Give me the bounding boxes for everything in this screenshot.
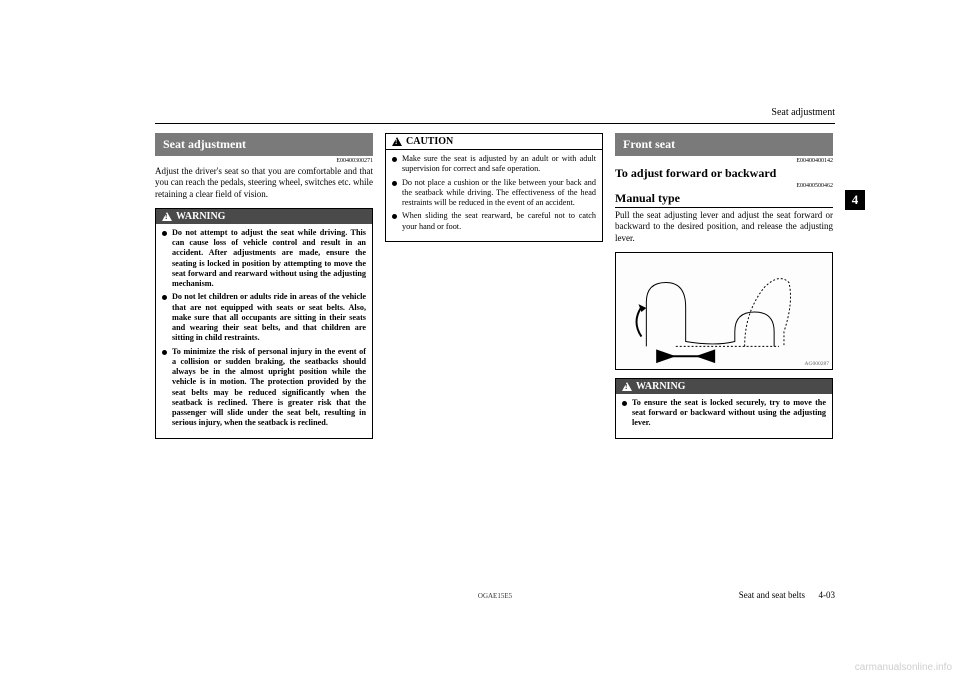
footer-section-label: Seat and seat belts: [739, 590, 805, 600]
caution-label: CAUTION: [406, 136, 453, 147]
warning-item: Do not let children or adults ride in ar…: [162, 292, 366, 343]
columns: Seat adjustment E00400300271 Adjust the …: [155, 133, 835, 445]
caution-item: Do not place a cushion or the like betwe…: [392, 178, 596, 209]
column-2: CAUTION Make sure the seat is adjusted b…: [385, 133, 603, 445]
top-rule: [155, 123, 835, 124]
warning-box-2: WARNING To ensure the seat is locked sec…: [615, 378, 833, 439]
warning-item: To ensure the seat is locked securely, t…: [622, 398, 826, 429]
warning-item: To minimize the risk of personal injury …: [162, 347, 366, 429]
header-topic: Seat adjustment: [771, 107, 835, 118]
caution-box: CAUTION Make sure the seat is adjusted b…: [385, 133, 603, 242]
watermark: carmanualsonline.info: [855, 662, 952, 673]
warning-item: Do not attempt to adjust the seat while …: [162, 228, 366, 290]
code-3a: E00400400142: [615, 158, 833, 164]
heading-manual-type: Manual type: [615, 191, 833, 208]
warning-triangle-icon: [622, 382, 632, 391]
caution-head: CAUTION: [386, 134, 602, 150]
warning-list-2: To ensure the seat is locked securely, t…: [622, 398, 826, 429]
warning-list-1: Do not attempt to adjust the seat while …: [162, 228, 366, 429]
code-1: E00400300271: [155, 158, 373, 164]
footer-page-number: 4-03: [819, 590, 836, 600]
column-3: Front seat E00400400142 To adjust forwar…: [615, 133, 833, 445]
warning-triangle-icon: [162, 212, 172, 221]
warning-box-1: WARNING Do not attempt to adjust the sea…: [155, 208, 373, 439]
code-3b: E00400500462: [615, 183, 833, 189]
warning-head-1: WARNING: [156, 209, 372, 224]
caution-item: Make sure the seat is adjusted by an adu…: [392, 154, 596, 175]
heading-adjust-forward-backward: To adjust forward or backward: [615, 166, 833, 181]
footer-right: Seat and seat belts 4-03: [739, 590, 835, 600]
illustration-code: AG000287: [805, 361, 829, 367]
page-content: Seat adjustment 4 Seat adjustment E00400…: [155, 105, 835, 600]
column-1: Seat adjustment E00400300271 Adjust the …: [155, 133, 373, 445]
warning-head-2: WARNING: [616, 379, 832, 394]
caution-triangle-icon: [392, 137, 402, 146]
warning-label-1: WARNING: [176, 211, 225, 222]
footer-center: OGAE15E5: [478, 592, 512, 600]
seat-svg-icon: [616, 253, 832, 369]
seat-illustration: AG000287: [615, 252, 833, 370]
intro-text: Adjust the driver's seat so that you are…: [155, 166, 373, 200]
caution-item: When sliding the seat rearward, be caref…: [392, 211, 596, 232]
caution-list: Make sure the seat is adjusted by an adu…: [392, 154, 596, 232]
section-title-front-seat: Front seat: [615, 133, 833, 156]
warning-label-2: WARNING: [636, 381, 685, 392]
manual-type-text: Pull the seat adjusting lever and adjust…: [615, 210, 833, 244]
chapter-tab: 4: [845, 190, 865, 210]
section-title-seat-adjustment: Seat adjustment: [155, 133, 373, 156]
